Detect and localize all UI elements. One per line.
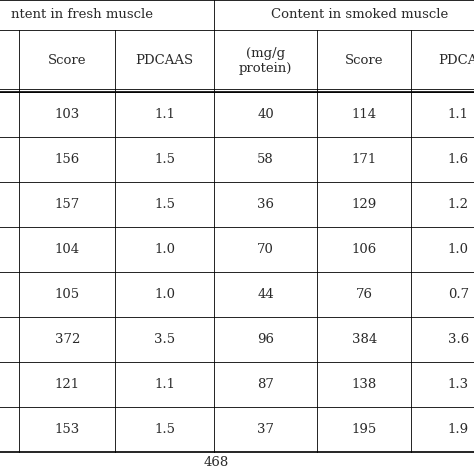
Text: 1.1: 1.1 [154,378,175,391]
Text: 1.5: 1.5 [154,198,175,211]
Text: 114: 114 [352,108,377,121]
Text: 0.7: 0.7 [448,288,469,301]
Text: 1.0: 1.0 [154,288,175,301]
Text: 1.1: 1.1 [448,108,469,121]
Text: 105: 105 [55,288,80,301]
Text: 372: 372 [55,333,80,346]
Text: 156: 156 [55,153,80,166]
Text: 129: 129 [352,198,377,211]
Text: PDCAAS: PDCAAS [136,55,194,67]
Text: 1.5: 1.5 [154,423,175,436]
Text: 40: 40 [257,108,274,121]
Text: Score: Score [48,55,87,67]
Text: 157: 157 [55,198,80,211]
Text: 138: 138 [352,378,377,391]
Text: 1.6: 1.6 [448,153,469,166]
Text: 87: 87 [257,378,274,391]
Text: 171: 171 [352,153,377,166]
Text: 3.5: 3.5 [154,333,175,346]
Text: 1.1: 1.1 [154,108,175,121]
Text: 1.5: 1.5 [154,153,175,166]
Text: 37: 37 [257,423,274,436]
Text: 1.0: 1.0 [448,243,469,256]
Text: 44: 44 [257,288,274,301]
Text: 468: 468 [203,456,228,468]
Text: 153: 153 [55,423,80,436]
Text: ntent in fresh muscle: ntent in fresh muscle [11,9,153,21]
Text: (mg/g
protein): (mg/g protein) [239,47,292,75]
Text: 121: 121 [55,378,80,391]
Text: 1.3: 1.3 [448,378,469,391]
Text: 76: 76 [356,288,373,301]
Text: 96: 96 [257,333,274,346]
Text: PDCA: PDCA [439,55,474,67]
Text: Content in smoked muscle: Content in smoked muscle [271,9,448,21]
Text: 104: 104 [55,243,80,256]
Text: 58: 58 [257,153,274,166]
Text: 103: 103 [55,108,80,121]
Text: 3.6: 3.6 [448,333,469,346]
Text: 384: 384 [352,333,377,346]
Text: 36: 36 [257,198,274,211]
Text: 1.0: 1.0 [154,243,175,256]
Text: Score: Score [345,55,383,67]
Text: 195: 195 [352,423,377,436]
Text: 1.9: 1.9 [448,423,469,436]
Text: 1.2: 1.2 [448,198,469,211]
Text: 70: 70 [257,243,274,256]
Text: 106: 106 [352,243,377,256]
